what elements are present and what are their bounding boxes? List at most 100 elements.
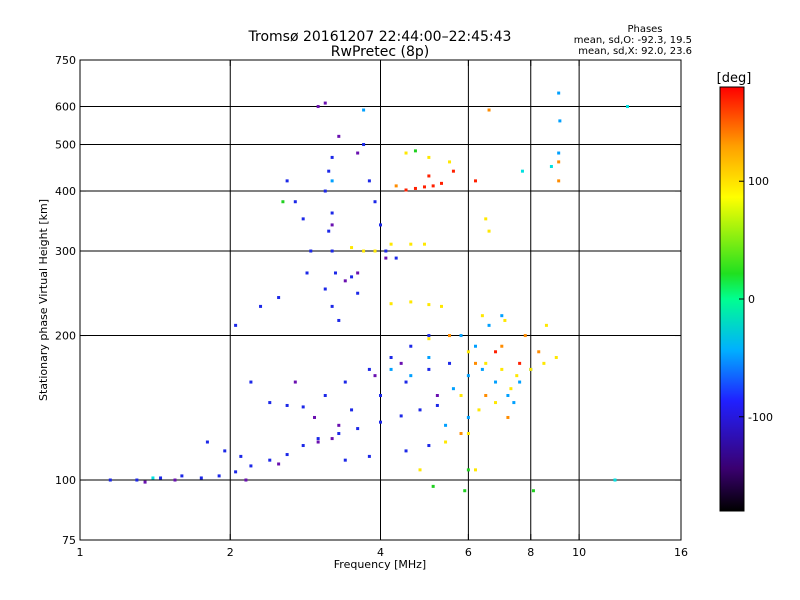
data-point <box>379 223 382 227</box>
x-tick-label: 4 <box>377 546 384 559</box>
data-point <box>625 105 629 109</box>
data-point <box>435 394 439 398</box>
data-point <box>367 367 371 371</box>
data-point <box>554 355 558 359</box>
x-axis: 1 2 4 6 8 10 16 <box>77 60 688 559</box>
data-point <box>413 149 417 153</box>
data-point <box>480 314 484 318</box>
data-point <box>244 478 248 482</box>
data-point <box>301 405 305 409</box>
data-point <box>557 160 561 164</box>
data-point <box>494 380 498 384</box>
data-point <box>312 415 316 419</box>
data-point <box>151 476 155 480</box>
data-point <box>427 355 431 359</box>
y-axis: 75 100 200 300 400 500 600 750 <box>55 54 681 547</box>
data-point <box>518 380 522 384</box>
data-point <box>409 300 413 304</box>
data-point <box>356 271 360 275</box>
data-point <box>323 101 327 105</box>
data-point <box>549 164 553 168</box>
data-point <box>466 415 470 419</box>
grid-lines <box>80 60 681 540</box>
y-tick-label: 75 <box>62 534 76 547</box>
data-point <box>427 303 431 307</box>
data-point <box>389 367 393 371</box>
legend-line-x: mean, sd,X: 92.0, 23.6 <box>578 46 692 57</box>
data-point <box>373 200 377 204</box>
chart-title: Tromsø 20161207 22:44:00–22:45:43 <box>248 29 512 45</box>
data-point <box>473 468 477 472</box>
data-point <box>404 449 408 453</box>
data-point <box>223 449 227 453</box>
data-point <box>330 223 334 227</box>
legend-line-o: mean, sd,O: -92.3, 19.5 <box>574 35 692 46</box>
data-point <box>444 423 448 427</box>
data-point <box>509 387 513 391</box>
data-point <box>327 169 331 173</box>
data-point <box>459 394 463 398</box>
colorbar-tick-label: 0 <box>748 293 755 306</box>
data-point <box>350 408 354 412</box>
data-point <box>323 394 327 398</box>
data-point <box>409 242 413 246</box>
data-point <box>316 440 320 444</box>
y-tick-label: 200 <box>55 330 76 343</box>
data-point <box>394 256 398 260</box>
data-point <box>427 337 431 341</box>
y-tick-label: 750 <box>55 54 76 67</box>
colorbar-tick-label: 100 <box>748 175 769 188</box>
data-point <box>337 423 341 427</box>
data-point <box>520 169 524 173</box>
data-point <box>239 454 243 458</box>
data-point <box>459 432 463 436</box>
data-point <box>399 414 403 418</box>
data-point <box>356 291 360 295</box>
data-point <box>459 334 463 338</box>
data-point <box>487 323 491 327</box>
data-point <box>285 403 289 407</box>
data-point <box>494 401 498 405</box>
data-point <box>234 323 238 327</box>
data-point <box>389 355 393 359</box>
colorbar-ticks: 100 0 -100 <box>739 175 773 424</box>
data-point <box>373 249 377 253</box>
x-tick-label: 10 <box>572 546 586 559</box>
data-point <box>523 334 527 338</box>
data-point <box>500 367 504 371</box>
data-point <box>389 242 393 246</box>
data-point <box>323 287 327 291</box>
data-point <box>316 437 320 441</box>
y-tick-label: 100 <box>55 474 76 487</box>
data-point <box>440 181 444 185</box>
data-point <box>362 108 366 112</box>
data-point <box>384 249 388 253</box>
data-point <box>422 242 426 246</box>
data-point <box>373 374 377 378</box>
data-point <box>409 374 413 378</box>
data-points <box>108 91 629 493</box>
data-point <box>506 415 510 419</box>
data-point <box>337 432 341 436</box>
data-point <box>451 169 455 173</box>
legend-title: Phases <box>627 24 662 35</box>
data-point <box>337 318 341 322</box>
data-point <box>323 189 327 193</box>
data-point <box>268 458 272 462</box>
data-point <box>466 432 470 436</box>
data-point <box>143 480 147 484</box>
data-point <box>529 367 533 371</box>
data-point <box>477 408 481 412</box>
data-point <box>484 361 488 365</box>
data-point <box>404 188 408 192</box>
data-point <box>394 184 398 188</box>
data-point <box>205 440 209 444</box>
data-point <box>362 249 366 253</box>
data-point <box>515 374 519 378</box>
data-point <box>451 387 455 391</box>
data-point <box>422 185 426 189</box>
data-point <box>389 302 393 306</box>
data-point <box>301 444 305 448</box>
x-tick-label: 1 <box>77 546 84 559</box>
data-point <box>135 478 139 482</box>
